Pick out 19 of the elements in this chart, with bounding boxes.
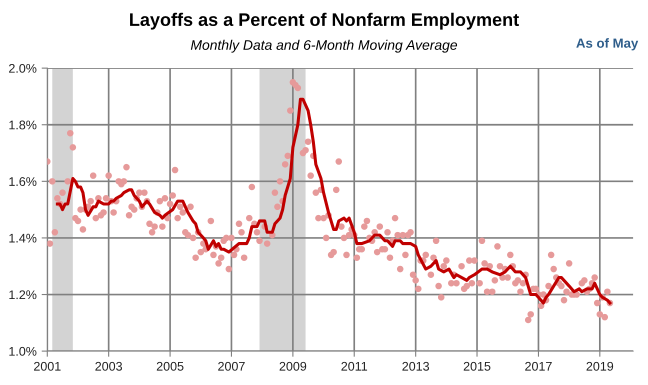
- text: As of May: [576, 38, 638, 50]
- y-tick-label: 1.8%: [9, 120, 36, 130]
- x-tick-label: 2015: [464, 362, 490, 371]
- x-tick-label: 2009: [280, 362, 306, 371]
- y-tick-label: 1.0%: [9, 346, 36, 356]
- x-tick-label: 2001: [34, 362, 61, 371]
- y-tick-label: 2.0%: [9, 64, 36, 73]
- x-tick-label: 2017: [525, 362, 552, 371]
- x-tick-label: 2005: [156, 362, 184, 371]
- chart-title: Layoffs as a Percent of Nonfarm Employment: [130, 12, 519, 30]
- chart-subtitle: Monthly Data and 6-Month Moving Average: [190, 40, 458, 53]
- x-tick-label: 2007: [218, 362, 245, 371]
- x-tick-label: 2011: [341, 362, 368, 371]
- y-tick-label: 1.4%: [9, 234, 36, 243]
- x-tick-label: 2013: [402, 362, 430, 371]
- y-tick-label: 1.2%: [9, 290, 36, 300]
- y-tick-label: 1.6%: [9, 177, 36, 186]
- x-tick-label: 2019: [586, 362, 614, 371]
- x-tick-label: 2003: [95, 362, 122, 371]
